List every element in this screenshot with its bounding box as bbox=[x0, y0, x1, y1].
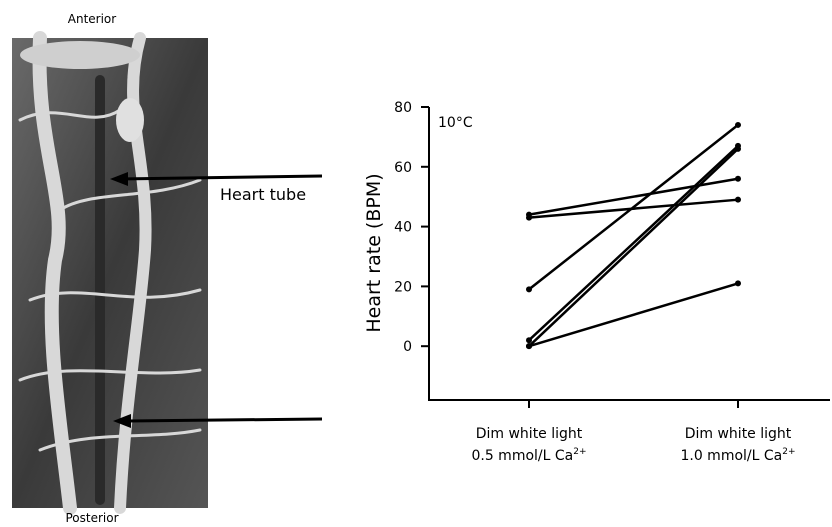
y-tick-label: 20 bbox=[394, 279, 412, 295]
series-line bbox=[528, 177, 739, 216]
x-tick-label-text: 0.5 mmol/L Ca bbox=[471, 448, 573, 464]
annotation: 10°C bbox=[438, 115, 473, 131]
point bbox=[735, 145, 741, 152]
x-tick-label: 1.0 mmol/L Ca2+ bbox=[680, 447, 795, 464]
y-tick-label: 80 bbox=[394, 100, 412, 116]
point bbox=[526, 343, 532, 350]
x-tick-label: 0.5 mmol/L Ca2+ bbox=[471, 447, 586, 464]
anterior-label: Anterior bbox=[68, 12, 117, 26]
point bbox=[735, 121, 741, 128]
point bbox=[735, 175, 741, 182]
arrowhead bbox=[110, 172, 128, 186]
x-tick-label-text: 1.0 mmol/L Ca bbox=[680, 448, 782, 464]
point bbox=[735, 196, 741, 203]
specimen-photo bbox=[12, 31, 208, 515]
x-tick-label: Dim white light bbox=[476, 426, 583, 442]
point bbox=[526, 214, 532, 221]
series-line bbox=[528, 282, 739, 348]
y-tick-label: 60 bbox=[394, 160, 412, 176]
arrows bbox=[121, 174, 323, 423]
point bbox=[526, 337, 532, 344]
x-tick-label-sup: 2+ bbox=[573, 447, 586, 457]
arrowhead bbox=[113, 414, 131, 428]
series-line bbox=[528, 144, 739, 342]
posterior-label: Posterior bbox=[65, 511, 118, 525]
y-axis-label: Heart rate (BPM) bbox=[363, 173, 385, 332]
y-tick-label: 40 bbox=[394, 220, 412, 236]
x-tick-label-sup: 2+ bbox=[782, 447, 795, 457]
x-tick-label: Dim white light bbox=[685, 426, 792, 442]
heart-tube-label: Heart tube bbox=[220, 185, 306, 204]
point bbox=[526, 286, 532, 293]
y-tick-label: 0 bbox=[403, 339, 412, 355]
point bbox=[735, 280, 741, 287]
series-line bbox=[528, 147, 739, 348]
series-line bbox=[528, 123, 739, 291]
